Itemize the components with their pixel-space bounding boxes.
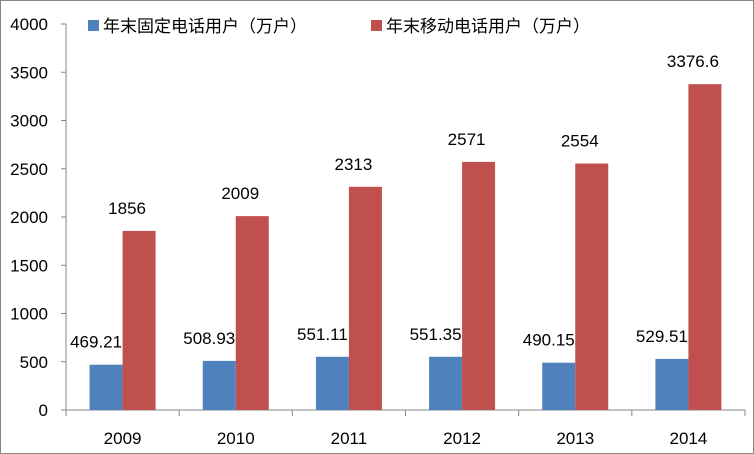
x-tick-label: 2014 [670,429,708,448]
x-tick-label: 2012 [443,429,481,448]
bar-mobile [575,163,609,410]
labels: 469.21 508.93 551.11 551.35 490.15 529.51 1856… [70,52,719,352]
y-tick-label: 3500 [10,63,48,82]
bar-fixed-line [202,360,236,410]
bar-mobile [462,161,496,410]
data-label-fixed-line: 551.11 [297,325,348,344]
bar-fixed-line [429,356,463,410]
bar-mobile [688,84,722,411]
x-tick-label: 2011 [331,429,368,448]
data-label-mobile: 2571 [448,130,486,149]
y-tick-label: 1000 [10,305,48,324]
legend-label-mobile: 年末移动电话用户（万户） [386,17,590,37]
legend: 年末固定电话用户（万户） 年末移动电话用户（万户） [88,17,590,37]
data-label-mobile: 2313 [335,155,373,174]
bars [89,84,722,411]
y-tick-label: 3000 [10,112,48,131]
bar-mobile [235,216,269,410]
x-tick-label: 2009 [104,429,142,448]
x-tick-label: 2010 [217,429,255,448]
bar-fixed-line [315,356,349,410]
y-tick-label: 0 [39,401,48,420]
data-label-fixed-line: 551.35 [410,325,462,344]
data-label-fixed-line: 508.93 [183,329,235,348]
data-label-mobile: 2554 [561,132,599,151]
y-tick-label: 1500 [10,256,48,275]
data-label-fixed-line: 469.21 [70,333,122,352]
bar-fixed-line [655,358,689,410]
data-label-mobile: 3376.6 [667,52,719,71]
axes: 0 500 1000 1500 2000 2500 3000 3500 4000 2009 2010… [10,15,746,448]
bar-mobile [122,230,156,410]
y-tick-label: 2500 [10,160,48,179]
legend-swatch-mobile [371,20,382,31]
data-label-mobile: 1856 [108,199,146,218]
bar-fixed-line [89,364,123,410]
data-label-fixed-line: 529.51 [636,327,688,346]
legend-swatch-fixed [88,20,99,31]
x-tick-label: 2013 [556,429,594,448]
y-tick-label: 2000 [10,208,48,227]
y-tick-label: 4000 [10,15,48,34]
legend-label-fixed: 年末固定电话用户（万户） [103,17,307,37]
bar-fixed-line [542,362,576,410]
y-tick-label: 500 [20,353,48,372]
data-label-fixed-line: 490.15 [523,331,575,350]
bar-mobile [348,186,382,410]
data-label-mobile: 2009 [221,184,259,203]
